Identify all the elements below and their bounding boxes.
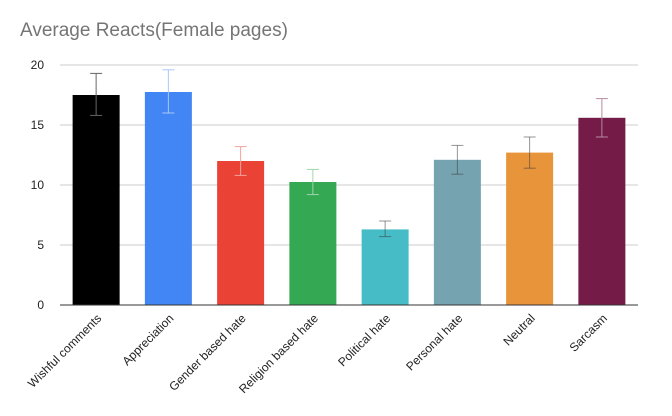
error-bar [90, 72, 103, 116]
error-bar [523, 136, 536, 169]
x-tick-label: Gender based hate [166, 311, 249, 394]
error-bar [234, 146, 247, 176]
bar-religion-based-hate [289, 182, 337, 305]
x-tick-label: Religion based hate [236, 311, 321, 396]
bar-political-hate [361, 229, 409, 305]
bar-personal-hate [433, 159, 481, 305]
error-bar [595, 98, 608, 138]
x-tick-label: Neutral [500, 311, 537, 348]
y-tick-label: 20 [31, 58, 45, 72]
x-tick-label: Sarcasm [567, 311, 610, 354]
bar-wishful-comments [72, 95, 120, 305]
x-tick-label: Personal hate [403, 311, 465, 373]
x-tick-label: Wishful comments [25, 311, 104, 390]
bar-gender-based-hate [217, 161, 265, 305]
y-tick-label: 5 [37, 238, 44, 252]
error-bar [379, 220, 392, 238]
error-bar [162, 69, 175, 114]
error-bar [451, 144, 464, 175]
error-bar [306, 168, 319, 196]
bars [72, 92, 626, 305]
y-tick-label: 0 [37, 298, 44, 312]
chart-title: Average Reacts(Female pages) [20, 20, 288, 41]
y-tick-label: 15 [31, 118, 45, 132]
y-tick-label: 10 [31, 178, 45, 192]
bar-appreciation [144, 92, 192, 305]
error-bars [90, 69, 608, 238]
x-tick-label: Appreciation [119, 311, 176, 368]
x-tick-label: Political hate [335, 311, 393, 369]
bar-sarcasm [578, 117, 626, 305]
bar-neutral [506, 152, 554, 305]
y-axis: 0 5 10 15 20 [31, 58, 45, 312]
